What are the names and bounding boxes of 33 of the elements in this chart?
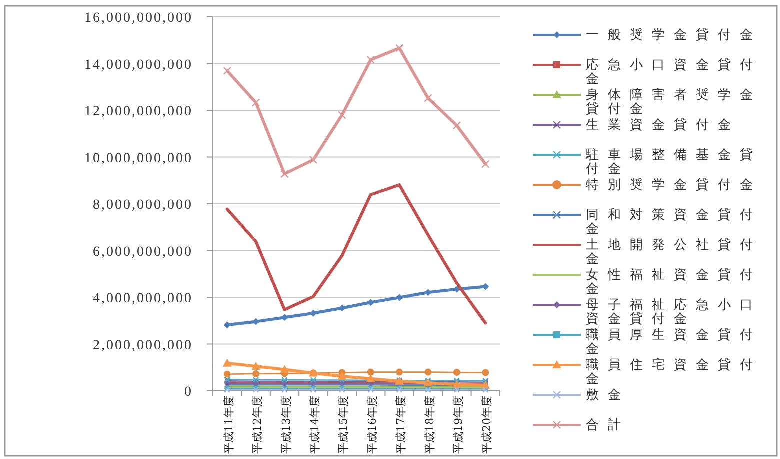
legend-label: 身体障害者奨学金貸付金 (586, 87, 762, 117)
legend-label: 職員住宅資金貸付金 (586, 357, 762, 387)
x-tick-label: 平成20年度 (480, 396, 494, 454)
legend-label: 特別奨学金貸付金 (586, 178, 762, 193)
legend-label: 一般奨学金貸付金 (586, 28, 762, 43)
x-tick-label: 平成18年度 (423, 396, 436, 454)
legend-label: 女性福祉資金貸付金 (586, 268, 762, 297)
x-tick-label: 平成11年度 (222, 396, 236, 454)
y-tick-label: 6,000,000,000 (93, 244, 193, 260)
x-tick-label: 平成12年度 (251, 396, 264, 454)
x-tick-label: 平成15年度 (337, 396, 350, 454)
y-tick-label: 14,000,000,000 (84, 58, 193, 73)
legend-label: 応急小口資金貸付金 (586, 57, 762, 87)
legend-label: 駐車場整備基金貸付金 (585, 148, 762, 177)
y-tick-label: 12,000,000,000 (84, 104, 193, 120)
y-tick-label: 16,000,000,000 (84, 11, 193, 26)
legend-label: 母子福祉応急小口資金貸付金 (586, 297, 762, 327)
legend-label: 同和対策資金貸付金 (586, 207, 762, 237)
x-tick-label: 平成13年度 (280, 396, 293, 454)
y-tick-label: 4,000,000,000 (93, 292, 193, 306)
x-tick-label: 平成17年度 (394, 396, 408, 454)
y-tick-label: 8,000,000,000 (93, 198, 193, 213)
legend-label: 敷金 (586, 388, 630, 403)
legend-label: 土地開発公社貸付金 (586, 238, 762, 267)
y-tick-label: 0 (184, 385, 193, 400)
y-tick-label: 10,000,000,000 (84, 151, 193, 166)
legend-label: 合計 (586, 418, 630, 433)
y-tick-label: 2,000,000,000 (93, 338, 193, 354)
x-tick-label: 平成16年度 (366, 396, 379, 454)
x-tick-label: 平成14年度 (308, 396, 322, 454)
legend-label: 生業資金貸付金 (586, 118, 740, 133)
legend-label: 職員厚生資金貸付金 (586, 328, 762, 357)
x-tick-label: 平成19年度 (452, 396, 465, 454)
